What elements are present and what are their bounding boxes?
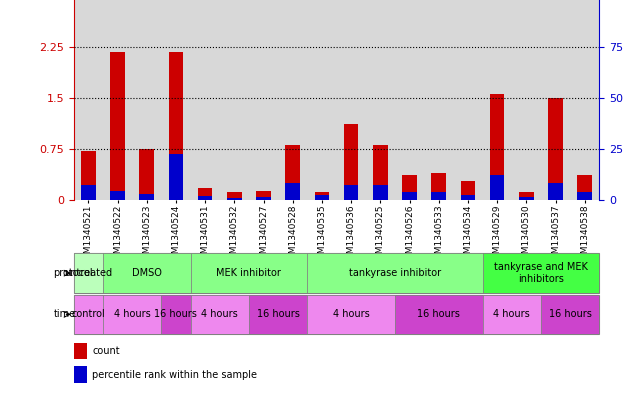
Bar xyxy=(74,343,87,359)
Text: 4 hours: 4 hours xyxy=(494,309,530,320)
Bar xyxy=(431,192,446,200)
Bar xyxy=(395,0,424,200)
Bar xyxy=(140,149,154,200)
Text: 16 hours: 16 hours xyxy=(417,309,460,320)
Bar xyxy=(198,188,212,200)
Bar xyxy=(169,154,183,200)
Bar xyxy=(541,295,599,334)
Bar xyxy=(490,94,504,200)
Text: 4 hours: 4 hours xyxy=(333,309,369,320)
Bar xyxy=(278,0,307,200)
Bar xyxy=(256,197,271,200)
Bar xyxy=(190,295,249,334)
Bar xyxy=(483,253,599,293)
Bar xyxy=(74,295,103,334)
Bar xyxy=(483,0,512,200)
Bar xyxy=(395,295,483,334)
Bar xyxy=(519,197,533,200)
Bar xyxy=(220,0,249,200)
Text: tankyrase and MEK
inhibitors: tankyrase and MEK inhibitors xyxy=(494,263,588,284)
Bar xyxy=(366,0,395,200)
Text: 4 hours: 4 hours xyxy=(201,309,238,320)
Bar xyxy=(307,295,395,334)
Bar xyxy=(315,191,329,200)
Bar xyxy=(461,195,475,200)
Text: control: control xyxy=(71,309,105,320)
Bar xyxy=(548,98,563,200)
Bar xyxy=(132,0,162,200)
Text: time: time xyxy=(53,309,76,320)
Bar xyxy=(74,0,103,200)
Bar xyxy=(81,185,96,200)
Bar xyxy=(110,52,125,200)
Bar xyxy=(519,191,533,200)
Bar xyxy=(461,181,475,200)
Bar xyxy=(490,174,504,200)
Bar xyxy=(198,196,212,200)
Bar xyxy=(285,145,300,200)
Bar xyxy=(373,145,388,200)
Bar xyxy=(315,195,329,200)
Text: 16 hours: 16 hours xyxy=(549,309,592,320)
Text: protocol: protocol xyxy=(53,268,93,278)
Bar xyxy=(227,198,242,200)
Bar xyxy=(162,0,190,200)
Bar xyxy=(74,253,103,293)
Text: 4 hours: 4 hours xyxy=(113,309,151,320)
Bar xyxy=(403,192,417,200)
Bar xyxy=(424,0,453,200)
Bar xyxy=(249,0,278,200)
Text: untreated: untreated xyxy=(64,268,112,278)
Bar xyxy=(307,0,337,200)
Bar xyxy=(74,366,87,383)
Bar xyxy=(373,185,388,200)
Bar xyxy=(403,174,417,200)
Bar xyxy=(190,253,307,293)
Bar xyxy=(541,0,570,200)
Bar xyxy=(81,151,96,200)
Bar xyxy=(307,253,483,293)
Bar xyxy=(453,0,483,200)
Text: 16 hours: 16 hours xyxy=(154,309,197,320)
Bar xyxy=(110,191,125,200)
Bar xyxy=(344,124,358,200)
Bar xyxy=(249,295,307,334)
Bar xyxy=(256,191,271,200)
Bar xyxy=(103,0,132,200)
Text: percentile rank within the sample: percentile rank within the sample xyxy=(92,370,257,380)
Bar xyxy=(512,0,541,200)
Bar xyxy=(162,295,190,334)
Bar xyxy=(431,173,446,200)
Bar xyxy=(169,52,183,200)
Bar xyxy=(578,192,592,200)
Bar xyxy=(344,185,358,200)
Bar xyxy=(285,184,300,200)
Text: count: count xyxy=(92,346,120,356)
Bar xyxy=(140,194,154,200)
Text: MEK inhibitor: MEK inhibitor xyxy=(217,268,281,278)
Bar xyxy=(578,174,592,200)
Bar xyxy=(103,295,162,334)
Bar xyxy=(548,184,563,200)
Text: tankyrase inhibitor: tankyrase inhibitor xyxy=(349,268,441,278)
Bar xyxy=(103,253,190,293)
Bar xyxy=(483,295,541,334)
Text: DMSO: DMSO xyxy=(132,268,162,278)
Bar xyxy=(337,0,366,200)
Bar xyxy=(227,191,242,200)
Text: 16 hours: 16 hours xyxy=(256,309,299,320)
Bar xyxy=(190,0,220,200)
Bar xyxy=(570,0,599,200)
